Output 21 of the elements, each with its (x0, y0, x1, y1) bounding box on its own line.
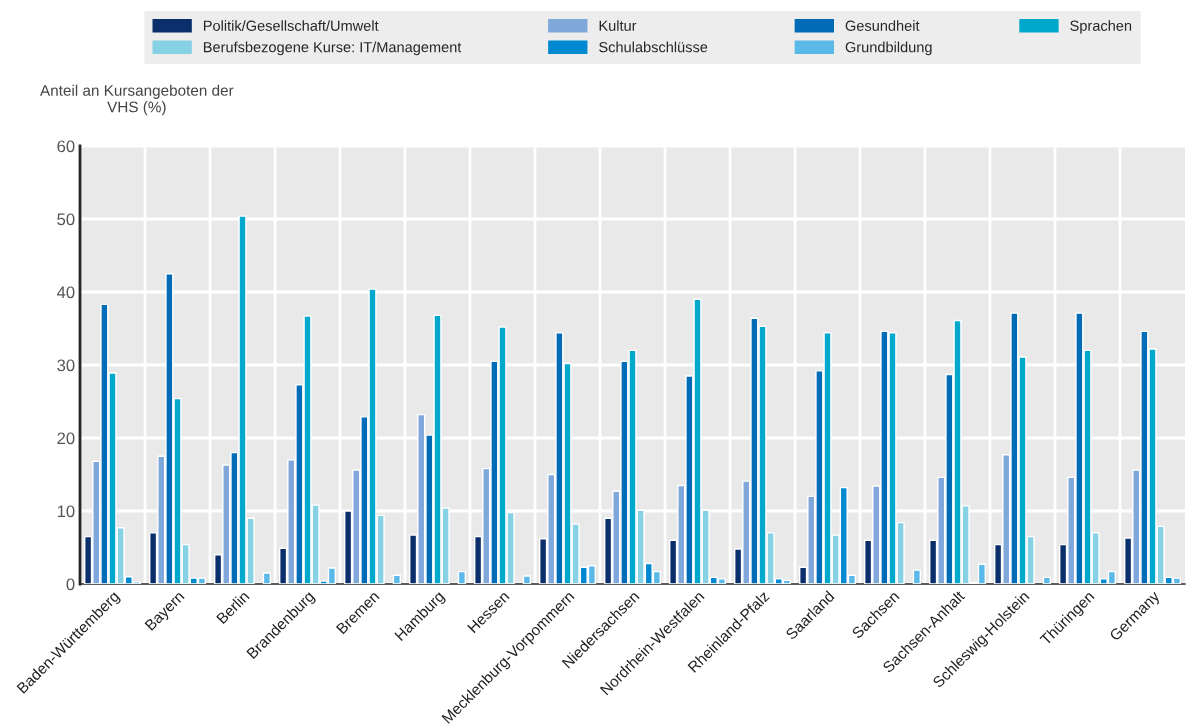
bar (522, 575, 531, 584)
y-tick-label: 0 (66, 578, 75, 591)
legend-label: Grundbildung (845, 41, 932, 56)
legend-label: Politik/Gesellschaft/Umwelt (203, 20, 379, 31)
legend-label: Kultur (599, 20, 637, 31)
y-tick-label: 60 (57, 140, 75, 153)
y-tick-label: 20 (57, 432, 75, 445)
bar (392, 574, 401, 584)
y-tick-label: 10 (57, 505, 75, 518)
bar (912, 569, 921, 584)
legend-label: Berufsbezogene Kurse: IT/Management (203, 41, 462, 56)
y-tick-label: 40 (56, 286, 75, 299)
legend-label: Sprachen (1070, 20, 1132, 34)
bar (262, 572, 271, 584)
bar (1042, 576, 1051, 584)
bar (457, 570, 466, 584)
y-axis-title: Anteil an Kursangeboten der VHS (%) (40, 84, 234, 116)
legend-label: Gesundheit (845, 20, 920, 31)
legend-label: Schulabschlüsse (599, 41, 708, 53)
y-tick-label: 30 (57, 359, 75, 372)
y-tick-label: 50 (57, 213, 75, 226)
